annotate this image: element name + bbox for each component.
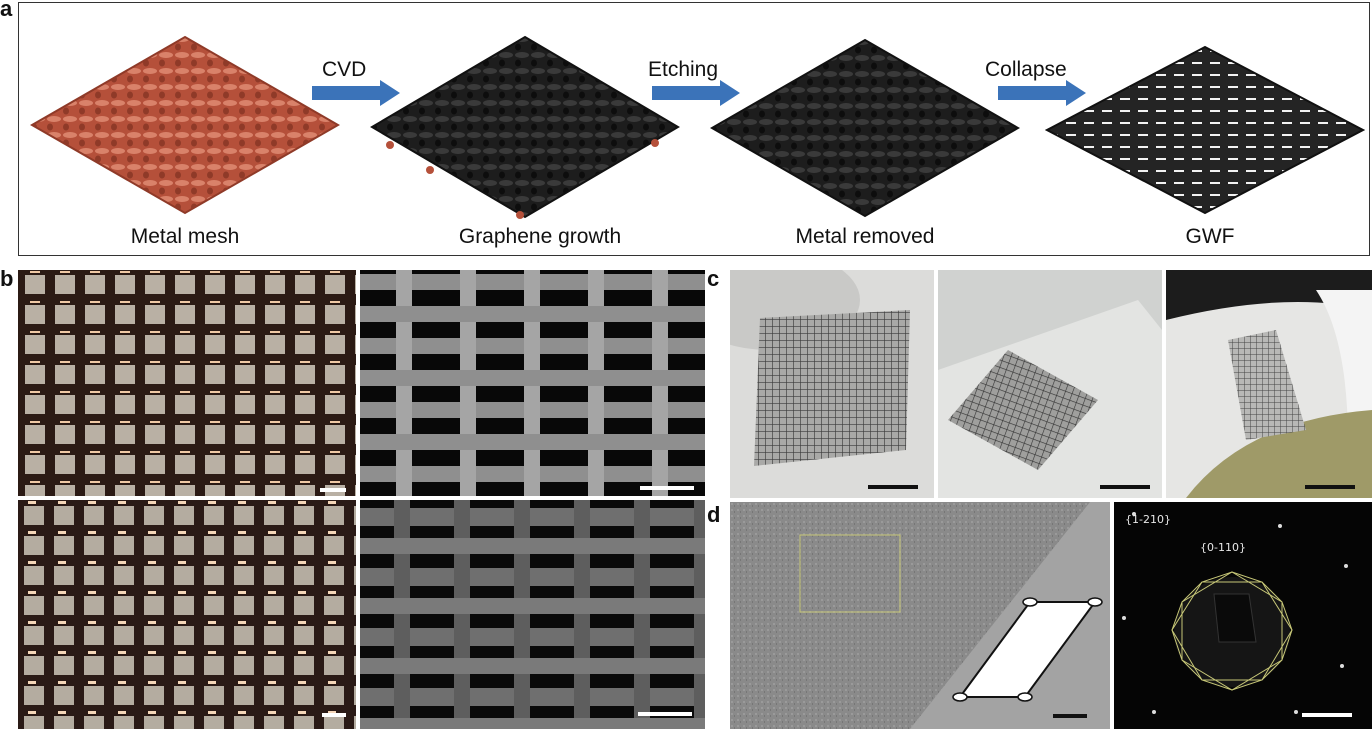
scale-bar-d2 — [1302, 713, 1352, 717]
panel-a-letter: a — [0, 0, 13, 21]
caption-metal-removed: Metal removed — [795, 225, 935, 248]
metal-removed-illustration — [710, 38, 1020, 218]
caption-graphene-growth: Graphene growth — [458, 225, 622, 248]
scale-bar-b4 — [638, 712, 692, 716]
scale-bar-d1 — [1053, 714, 1087, 718]
panel-b-letter: b — [0, 266, 14, 291]
scale-bar-b2 — [640, 486, 694, 490]
saed-label-1-210: {1-210} — [1125, 513, 1171, 526]
caption-metal-mesh: Metal mesh — [130, 225, 240, 248]
scale-bar-b1 — [320, 488, 346, 492]
panel-d-letter: d — [707, 502, 721, 527]
metal-mesh-illustration — [30, 35, 340, 215]
scale-bar-c1 — [868, 485, 918, 489]
optical-mesh-image-bottom — [18, 500, 356, 729]
sem-mesh-image-bottom — [360, 500, 705, 729]
graphene-growth-illustration — [370, 35, 680, 219]
arrow-label-cvd: CVD — [322, 58, 367, 81]
gwf-illustration — [1045, 45, 1365, 215]
scale-bar-c3 — [1305, 485, 1355, 489]
arrow-label-etching: Etching — [648, 58, 719, 81]
arrow-cvd-icon — [312, 80, 400, 106]
arrow-label-collapse: Collapse — [985, 58, 1067, 81]
panel-c-letter: c — [707, 266, 720, 291]
arrow-collapse-icon — [998, 80, 1086, 106]
scale-bar-b3 — [322, 713, 346, 717]
arrow-etching-icon — [652, 80, 740, 106]
sem-mesh-image-top — [360, 270, 705, 496]
gwf-photo-1 — [730, 270, 934, 498]
optical-mesh-image-top — [18, 270, 356, 496]
tem-image — [730, 502, 1110, 729]
gwf-photo-2 — [938, 270, 1162, 498]
saed-label-0-110: {0-110} — [1200, 541, 1246, 554]
saed-pattern-image — [1114, 502, 1372, 729]
gwf-photo-3 — [1166, 270, 1372, 498]
scale-bar-c2 — [1100, 485, 1150, 489]
caption-gwf: GWF — [1185, 225, 1235, 248]
